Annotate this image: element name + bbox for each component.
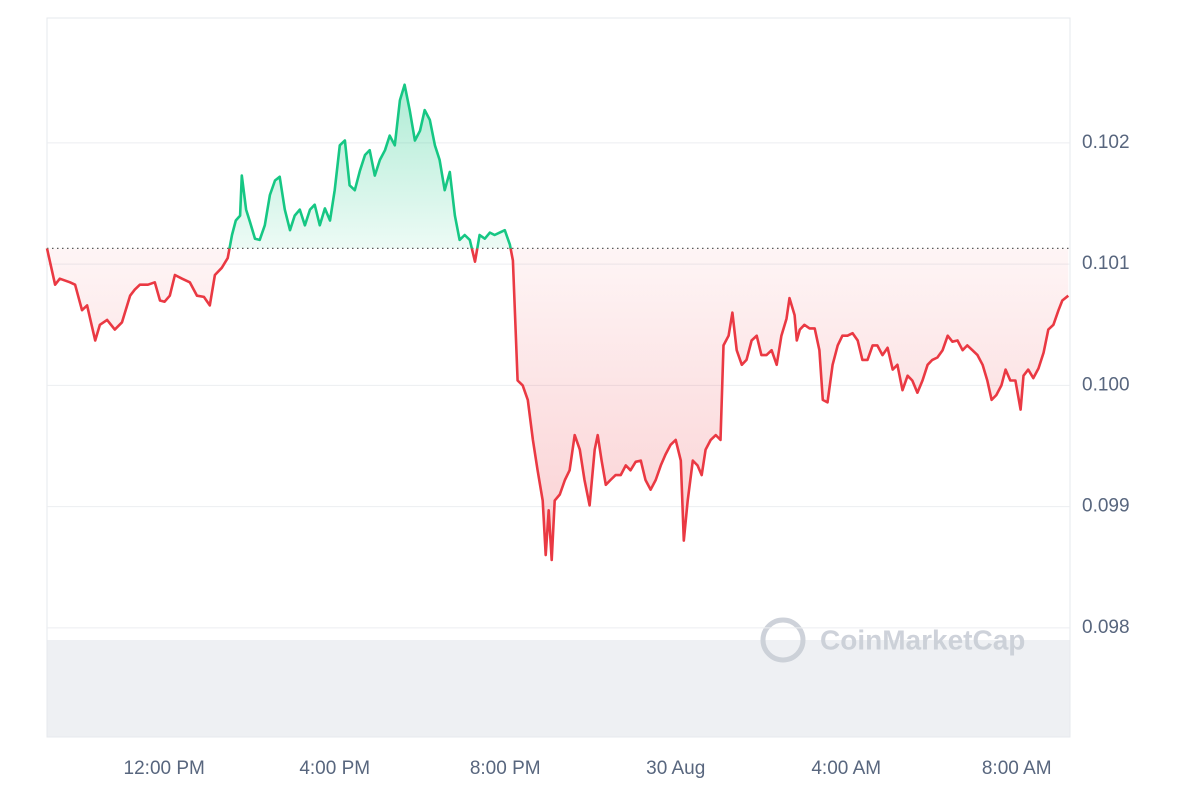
watermark: CoinMarketCap <box>760 617 1025 663</box>
watermark-logo <box>760 617 806 663</box>
x-tick-label: 8:00 AM <box>982 758 1052 779</box>
y-tick-label: 0.098 <box>1082 617 1130 638</box>
y-tick-label: 0.100 <box>1082 374 1130 395</box>
x-tick-label: 4:00 AM <box>811 758 881 779</box>
y-tick-label: 0.099 <box>1082 496 1130 517</box>
volume-band <box>47 640 1070 737</box>
y-tick-label: 0.101 <box>1082 253 1130 274</box>
x-tick-label: 4:00 PM <box>299 758 370 779</box>
y-tick-label: 0.102 <box>1082 132 1130 153</box>
x-tick-label: 8:00 PM <box>470 758 541 779</box>
price-line <box>45 83 1070 562</box>
plot-frame <box>46 17 1071 738</box>
watermark-text: CoinMarketCap <box>820 624 1025 655</box>
x-tick-label: 30 Aug <box>646 758 705 779</box>
area-fill <box>47 84 1069 560</box>
x-tick-label: 12:00 PM <box>124 758 205 779</box>
